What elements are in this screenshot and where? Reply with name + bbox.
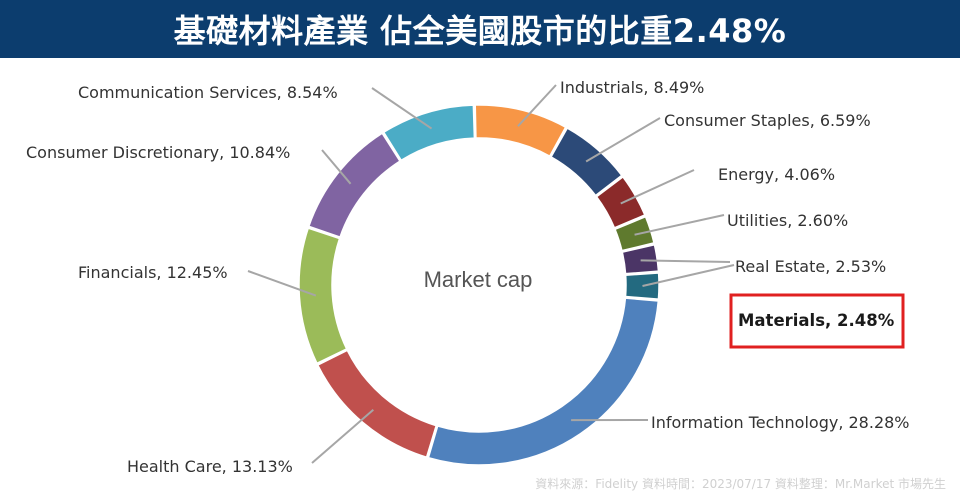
leader-line-financials bbox=[247, 270, 317, 297]
label-utilities: Utilities, 2.60% bbox=[727, 211, 848, 230]
title-bar: 基礎材料產業 佔全美國股市的比重2.48% bbox=[0, 0, 960, 58]
slice-real-estate bbox=[621, 243, 660, 275]
leader-line-real-estate bbox=[640, 259, 731, 263]
highlight-box bbox=[729, 293, 905, 349]
slice-financials bbox=[298, 227, 348, 365]
source-note: 資料來源：Fidelity 資料時間：2023/07/17 資料整理：Mr.Ma… bbox=[535, 477, 946, 491]
slice-materials bbox=[624, 272, 660, 300]
label-consumer-discretionary: Consumer Discretionary, 10.84% bbox=[26, 143, 290, 162]
label-energy: Energy, 4.06% bbox=[718, 165, 835, 184]
label-health-care: Health Care, 13.13% bbox=[127, 457, 293, 476]
leader-line-consumer-staples bbox=[585, 117, 661, 163]
label-communication-services: Communication Services, 8.54% bbox=[78, 83, 338, 102]
slice-health-care bbox=[316, 349, 438, 459]
slice-consumer-discretionary bbox=[307, 132, 401, 239]
slice-labels: Industrials, 8.49% Consumer Staples, 6.59… bbox=[26, 78, 910, 476]
leader-line-consumer-discretionary bbox=[321, 149, 352, 185]
slice-industrials bbox=[474, 104, 567, 158]
label-information-technology: Information Technology, 28.28% bbox=[651, 413, 910, 432]
slice-utilities bbox=[614, 215, 655, 252]
label-consumer-staples: Consumer Staples, 6.59% bbox=[664, 111, 871, 130]
label-real-estate: Real Estate, 2.53% bbox=[735, 257, 886, 276]
leader-line-utilities bbox=[634, 214, 725, 236]
label-materials: Materials, 2.48% bbox=[738, 311, 895, 330]
donut-chart: Industrials, 8.49% Consumer Staples, 6.59… bbox=[26, 78, 910, 476]
leader-line-materials bbox=[642, 264, 735, 287]
leader-line-industrials bbox=[517, 84, 557, 127]
label-financials: Financials, 12.45% bbox=[78, 263, 228, 282]
slice-information-technology bbox=[427, 297, 660, 466]
center-label: Market cap bbox=[424, 267, 533, 292]
label-industrials: Industrials, 8.49% bbox=[560, 78, 704, 97]
page-title: 基礎材料產業 佔全美國股市的比重2.48% bbox=[173, 12, 787, 50]
leader-line-energy bbox=[620, 169, 695, 205]
slice-energy bbox=[595, 175, 646, 229]
leader-lines bbox=[247, 84, 735, 464]
slice-communication-services bbox=[382, 104, 476, 162]
leader-line-communication-services bbox=[371, 87, 433, 130]
donut-slices bbox=[298, 104, 660, 466]
leader-line-health-care bbox=[311, 409, 374, 464]
